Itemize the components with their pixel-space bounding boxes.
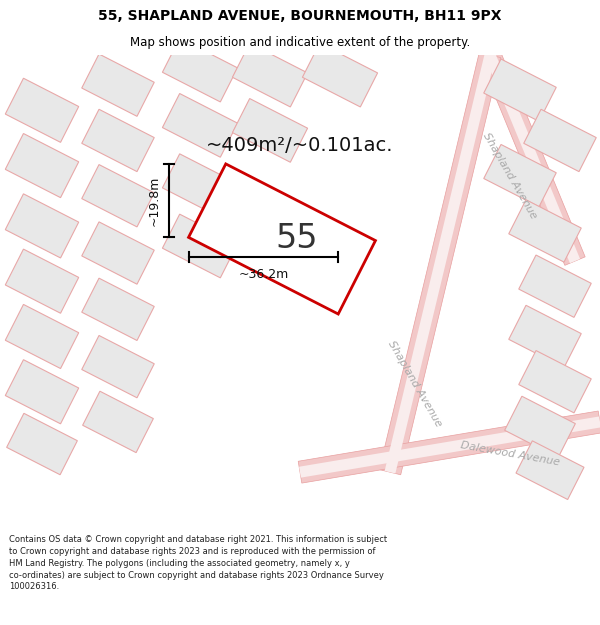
Text: Shapland Avenue: Shapland Avenue: [386, 339, 444, 429]
Polygon shape: [5, 78, 79, 142]
Polygon shape: [188, 164, 376, 314]
Polygon shape: [163, 214, 238, 278]
Polygon shape: [163, 154, 238, 218]
Polygon shape: [516, 441, 584, 499]
Polygon shape: [5, 360, 79, 424]
Polygon shape: [509, 305, 581, 368]
Polygon shape: [484, 144, 556, 207]
Text: ~19.8m: ~19.8m: [148, 176, 161, 226]
Text: 55: 55: [276, 222, 318, 256]
Polygon shape: [505, 396, 575, 458]
Text: ~409m²/~0.101ac.: ~409m²/~0.101ac.: [206, 136, 394, 155]
Text: ~36.2m: ~36.2m: [238, 268, 289, 281]
Polygon shape: [83, 391, 154, 452]
Polygon shape: [385, 54, 496, 474]
Text: Shapland Avenue: Shapland Avenue: [481, 131, 539, 221]
Polygon shape: [82, 336, 154, 398]
Polygon shape: [5, 194, 79, 258]
Polygon shape: [379, 52, 500, 475]
Polygon shape: [5, 304, 79, 369]
Polygon shape: [298, 411, 600, 483]
Polygon shape: [519, 255, 591, 318]
Polygon shape: [82, 54, 154, 116]
Polygon shape: [82, 222, 154, 284]
Text: 55, SHAPLAND AVENUE, BOURNEMOUTH, BH11 9PX: 55, SHAPLAND AVENUE, BOURNEMOUTH, BH11 9…: [98, 9, 502, 24]
Polygon shape: [524, 109, 596, 172]
Polygon shape: [82, 109, 154, 172]
Polygon shape: [7, 413, 77, 475]
Polygon shape: [519, 351, 591, 413]
Polygon shape: [302, 43, 377, 107]
Polygon shape: [485, 53, 580, 263]
Polygon shape: [5, 249, 79, 313]
Text: Contains OS data © Crown copyright and database right 2021. This information is : Contains OS data © Crown copyright and d…: [9, 535, 387, 591]
Text: Dalewood Avenue: Dalewood Avenue: [460, 441, 560, 468]
Polygon shape: [163, 94, 238, 158]
Polygon shape: [232, 43, 308, 107]
Polygon shape: [484, 59, 556, 121]
Text: Map shows position and indicative extent of the property.: Map shows position and indicative extent…: [130, 36, 470, 49]
Polygon shape: [82, 164, 154, 227]
Polygon shape: [480, 51, 585, 266]
Polygon shape: [509, 200, 581, 262]
Polygon shape: [299, 416, 600, 478]
Polygon shape: [5, 134, 79, 198]
Polygon shape: [163, 38, 238, 102]
Polygon shape: [232, 99, 308, 162]
Polygon shape: [82, 278, 154, 341]
